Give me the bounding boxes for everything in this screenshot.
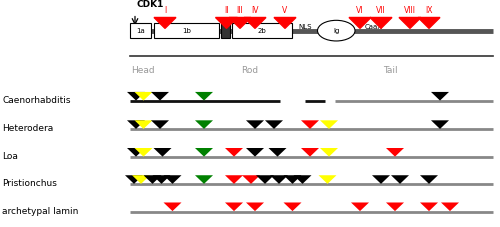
Polygon shape: [127, 92, 145, 101]
Bar: [154, 23, 219, 38]
Text: Pristionchus: Pristionchus: [2, 179, 58, 188]
Ellipse shape: [318, 20, 355, 41]
Polygon shape: [144, 175, 162, 184]
Text: Caenorhabditis: Caenorhabditis: [2, 96, 71, 105]
Polygon shape: [265, 120, 283, 129]
Polygon shape: [195, 92, 213, 101]
Polygon shape: [320, 148, 338, 157]
Polygon shape: [244, 17, 266, 28]
Text: Rod: Rod: [242, 66, 258, 75]
Polygon shape: [268, 148, 286, 157]
Polygon shape: [301, 120, 319, 129]
Polygon shape: [420, 202, 438, 211]
Text: Tail: Tail: [382, 66, 398, 75]
Polygon shape: [127, 120, 145, 129]
Polygon shape: [349, 17, 371, 28]
Polygon shape: [246, 148, 264, 157]
Polygon shape: [195, 175, 213, 184]
Polygon shape: [225, 148, 243, 157]
Polygon shape: [284, 175, 302, 184]
Polygon shape: [246, 120, 264, 129]
Text: III: III: [236, 6, 244, 15]
Polygon shape: [164, 175, 182, 184]
Polygon shape: [418, 17, 440, 28]
Polygon shape: [294, 175, 312, 184]
Text: VI: VI: [356, 6, 364, 15]
Polygon shape: [284, 202, 302, 211]
Bar: [221, 23, 230, 38]
Polygon shape: [320, 120, 338, 129]
Text: VII: VII: [376, 6, 386, 15]
Polygon shape: [391, 175, 409, 184]
Polygon shape: [274, 17, 296, 28]
Polygon shape: [351, 202, 369, 211]
Text: VIII: VIII: [404, 6, 416, 15]
Text: CDK1: CDK1: [136, 0, 164, 9]
Polygon shape: [154, 17, 176, 28]
Polygon shape: [125, 175, 143, 184]
Polygon shape: [225, 202, 243, 211]
Polygon shape: [242, 175, 260, 184]
Bar: [232, 23, 292, 38]
Polygon shape: [420, 175, 438, 184]
Text: archetypal lamin: archetypal lamin: [2, 207, 79, 216]
Polygon shape: [229, 17, 251, 28]
Polygon shape: [134, 148, 152, 157]
Polygon shape: [386, 202, 404, 211]
Text: Head: Head: [130, 66, 154, 75]
Polygon shape: [399, 17, 421, 28]
Polygon shape: [431, 92, 449, 101]
Text: IX: IX: [425, 6, 433, 15]
Polygon shape: [225, 175, 243, 184]
Polygon shape: [127, 148, 145, 157]
Text: V: V: [282, 6, 288, 15]
Text: 1a: 1a: [136, 28, 145, 34]
Polygon shape: [270, 175, 288, 184]
Text: 1b: 1b: [182, 28, 191, 34]
Polygon shape: [441, 202, 459, 211]
Polygon shape: [195, 148, 213, 157]
Polygon shape: [151, 120, 169, 129]
Polygon shape: [216, 17, 238, 28]
Polygon shape: [431, 120, 449, 129]
Polygon shape: [164, 202, 182, 211]
Polygon shape: [318, 175, 336, 184]
Text: 2b: 2b: [258, 28, 266, 34]
Bar: [130, 23, 151, 38]
Polygon shape: [134, 92, 152, 101]
Text: IV: IV: [252, 6, 259, 15]
Text: II: II: [224, 6, 229, 15]
Text: CaaX: CaaX: [364, 24, 382, 30]
Polygon shape: [134, 120, 152, 129]
Polygon shape: [246, 202, 264, 211]
Polygon shape: [256, 175, 274, 184]
Polygon shape: [154, 148, 172, 157]
Text: Ig: Ig: [333, 28, 340, 34]
Polygon shape: [151, 92, 169, 101]
Polygon shape: [301, 148, 319, 157]
Polygon shape: [152, 175, 170, 184]
Polygon shape: [372, 175, 390, 184]
Polygon shape: [132, 175, 150, 184]
Text: Heterodera: Heterodera: [2, 124, 54, 133]
Polygon shape: [386, 148, 404, 157]
Polygon shape: [195, 120, 213, 129]
Text: Loa: Loa: [2, 152, 18, 161]
Text: NLS: NLS: [298, 24, 312, 30]
Text: I: I: [164, 6, 166, 15]
Polygon shape: [370, 17, 392, 28]
